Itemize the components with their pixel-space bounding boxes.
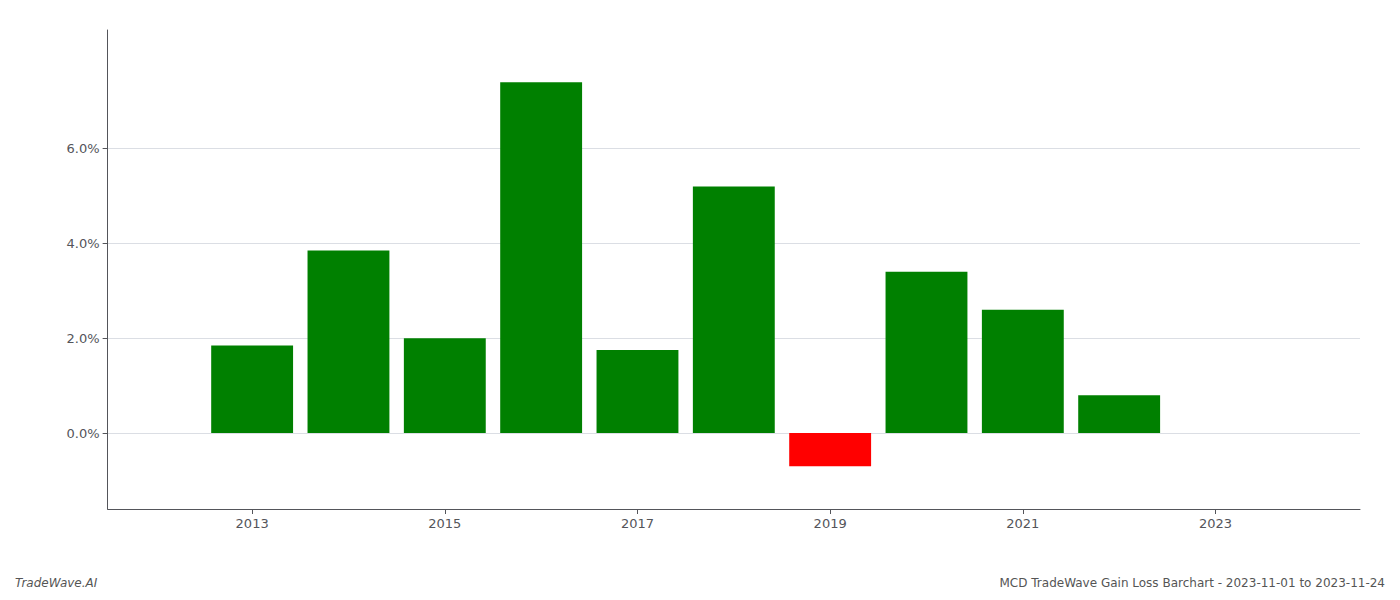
svg-text:2015: 2015 — [428, 516, 461, 531]
svg-text:2019: 2019 — [814, 516, 847, 531]
svg-text:2017: 2017 — [621, 516, 654, 531]
svg-text:2.0%: 2.0% — [67, 331, 100, 346]
svg-text:MCD TradeWave Gain Loss Barcha: MCD TradeWave Gain Loss Barchart - 2023-… — [1000, 576, 1385, 590]
svg-text:4.0%: 4.0% — [67, 236, 100, 251]
svg-text:2013: 2013 — [236, 516, 269, 531]
svg-text:2021: 2021 — [1006, 516, 1039, 531]
svg-text:TradeWave.AI: TradeWave.AI — [15, 576, 98, 590]
svg-text:2023: 2023 — [1199, 516, 1232, 531]
svg-text:0.0%: 0.0% — [67, 426, 100, 441]
svg-text:6.0%: 6.0% — [67, 141, 100, 156]
